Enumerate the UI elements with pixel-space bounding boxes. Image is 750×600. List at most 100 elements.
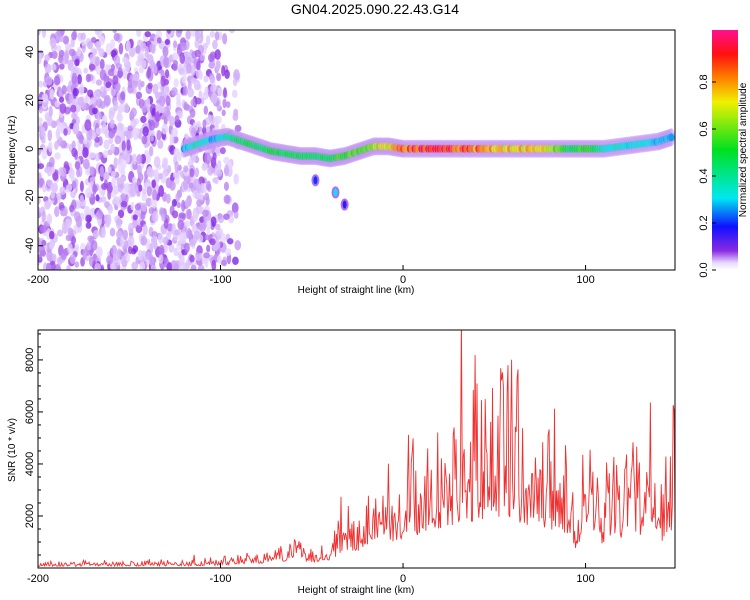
noise-blob (41, 210, 46, 223)
noise-blob (95, 152, 100, 162)
noise-blob (195, 183, 202, 194)
noise-blob (163, 56, 169, 69)
noise-blob (78, 134, 84, 144)
noise-blob (38, 244, 45, 256)
noise-blob (138, 66, 144, 74)
x-tick-label: 0 (400, 573, 406, 585)
noise-blob (130, 118, 137, 128)
noise-blob (99, 69, 107, 81)
noise-blob (101, 226, 106, 239)
noise-blob (209, 30, 216, 38)
colorbar-tick-label: 0.4 (698, 168, 710, 183)
noise-blob (138, 132, 143, 140)
noise-blob (188, 240, 196, 247)
noise-blob (88, 256, 94, 267)
noise-blob (228, 30, 235, 34)
noise-blob (171, 198, 177, 207)
noise-blob (182, 85, 188, 96)
noise-blob (45, 76, 53, 86)
colorbar-axis: 0.0 0.2 0.4 0.6 0.8 (698, 74, 716, 278)
noise-blob (108, 110, 115, 121)
noise-blob (70, 66, 77, 74)
noise-blob (84, 178, 90, 186)
noise-blob (149, 256, 155, 266)
noise-blob (99, 58, 105, 70)
noise-blob (47, 129, 53, 142)
noise-blob (180, 199, 186, 212)
noise-blob (190, 30, 197, 37)
noise-blob (118, 42, 124, 55)
noise-blob (142, 126, 149, 137)
noise-blob (211, 259, 217, 270)
noise-blob (148, 207, 154, 215)
noise-blob (84, 119, 92, 131)
noise-blob (46, 262, 51, 270)
noise-blob (87, 40, 94, 50)
noise-blob (189, 108, 196, 118)
noise-blob (160, 247, 165, 256)
noise-blob (203, 43, 209, 50)
noise-blob (41, 93, 49, 103)
x-tick-label: -200 (27, 274, 49, 286)
noise-blob (194, 39, 200, 49)
noise-blob (69, 204, 75, 213)
noise-blob (223, 181, 229, 191)
noise-blob (97, 30, 103, 39)
noise-blob (182, 179, 189, 191)
noise-blob (132, 214, 138, 221)
noise-blob (197, 264, 205, 270)
noise-blob (174, 160, 180, 173)
noise-blob (215, 60, 220, 71)
noise-blob (146, 186, 153, 197)
noise-blob (198, 70, 203, 80)
noise-blob (85, 221, 92, 229)
noise-blob (102, 150, 109, 159)
noise-blob (219, 147, 226, 155)
noise-blob (110, 170, 116, 178)
noise-blob (92, 184, 98, 193)
noise-blob (101, 123, 108, 135)
noise-blob (59, 186, 66, 195)
noise-blob (206, 244, 211, 253)
noise-blob (71, 147, 78, 158)
noise-blob (60, 167, 67, 177)
noise-blob (206, 180, 211, 191)
noise-blob (120, 91, 126, 101)
noise-blob (103, 139, 110, 150)
noise-blob (77, 96, 84, 106)
noise-blob (201, 163, 208, 171)
noise-blob (202, 119, 207, 129)
noise-blob (65, 43, 72, 52)
noise-blob (146, 154, 152, 164)
noise-blob (224, 69, 230, 80)
noise-blob (44, 63, 52, 74)
noise-blob (89, 166, 95, 176)
noise-blob (178, 212, 186, 219)
noise-blob (184, 198, 189, 208)
noise-blob (166, 30, 172, 35)
noise-blob (223, 87, 228, 98)
noise-blob (87, 89, 94, 98)
noise-blob (216, 72, 222, 82)
noise-blob (38, 163, 45, 170)
noise-blob (59, 103, 67, 114)
noise-blob (79, 180, 84, 192)
noise-blob (131, 261, 139, 270)
noise-blob (95, 246, 103, 258)
noise-blob (94, 56, 100, 67)
noise-blob (56, 192, 62, 200)
noise-blob (60, 249, 68, 261)
colorbar-tick-label: 0.2 (698, 215, 710, 230)
noise-blob (204, 234, 210, 241)
noise-blob (140, 115, 147, 124)
noise-blob (116, 177, 123, 185)
noise-blob (85, 214, 92, 223)
noise-blob (67, 183, 73, 192)
noise-blob (184, 242, 190, 253)
noise-blob (145, 97, 151, 108)
noise-blob (94, 263, 101, 270)
noise-blob (227, 238, 234, 245)
noise-blob (188, 182, 194, 189)
noise-blob (79, 194, 85, 207)
snr-plot (38, 330, 675, 568)
